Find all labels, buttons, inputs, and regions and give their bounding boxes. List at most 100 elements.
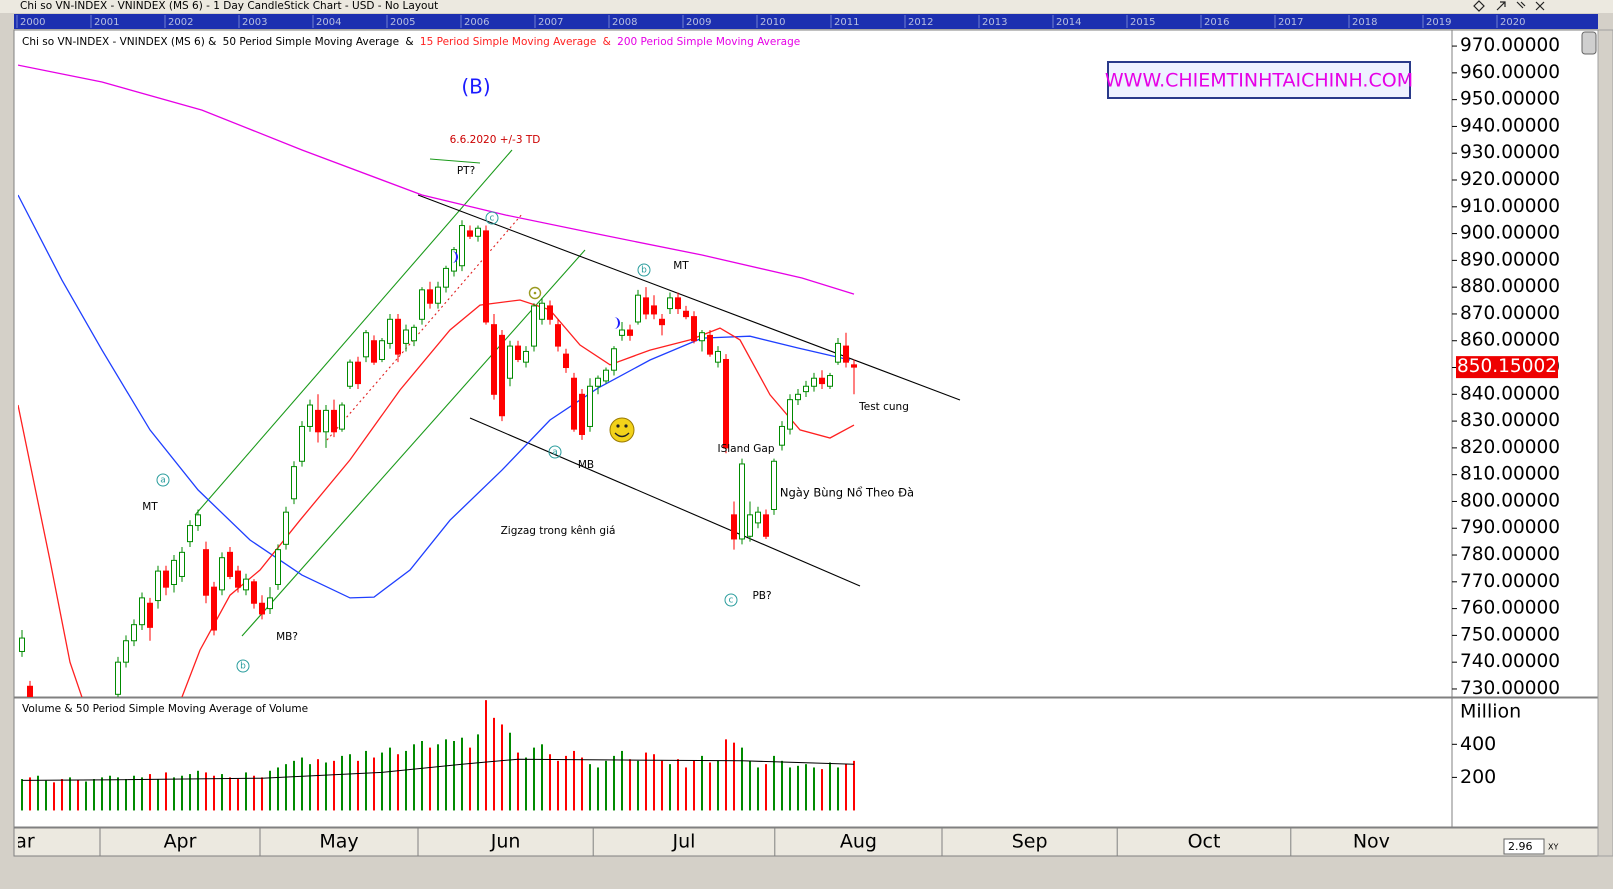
volume-bar bbox=[77, 779, 79, 811]
timeline-year: 2015 bbox=[1130, 17, 1155, 28]
window-icons[interactable] bbox=[1473, 0, 1545, 12]
candle-body bbox=[635, 294, 641, 323]
candle-body bbox=[835, 342, 841, 363]
timeline-year: 2020 bbox=[1500, 17, 1525, 28]
timeline-year: 2000 bbox=[20, 17, 45, 28]
y-tick-label: 770.00000 bbox=[1460, 571, 1560, 592]
volume-bar bbox=[213, 775, 215, 811]
candle-body bbox=[219, 557, 225, 591]
candle-body bbox=[531, 305, 537, 347]
x-tick-label: ar bbox=[15, 831, 35, 853]
candle-body bbox=[395, 318, 401, 355]
smiley-eye bbox=[616, 424, 620, 428]
icon-close[interactable] bbox=[1535, 1, 1545, 11]
x-tick-label: Sep bbox=[1012, 831, 1048, 853]
volume-bar bbox=[181, 775, 183, 811]
volume-bar bbox=[261, 777, 263, 811]
annotation: Test cung bbox=[858, 401, 909, 413]
zoom-box[interactable] bbox=[1503, 838, 1545, 855]
volume-bar bbox=[173, 777, 175, 811]
candle-body bbox=[123, 640, 129, 663]
volume-bar bbox=[565, 755, 567, 811]
volume-bar bbox=[453, 741, 455, 811]
smiley-mouth bbox=[614, 432, 630, 438]
volume-bar bbox=[365, 750, 367, 811]
timeline-year: 2016 bbox=[1204, 17, 1229, 28]
candle-body bbox=[763, 514, 769, 537]
candle-body bbox=[795, 393, 801, 401]
icon-pin[interactable] bbox=[1516, 1, 1526, 9]
timeline-year: 2007 bbox=[538, 17, 563, 28]
wave-circle bbox=[724, 593, 738, 607]
icon-arrow[interactable] bbox=[1496, 1, 1506, 11]
timeline-year: 2006 bbox=[464, 17, 489, 28]
volume-bar bbox=[797, 765, 799, 811]
volume-bar bbox=[429, 747, 431, 811]
candle-body bbox=[195, 514, 201, 527]
moon-symbol bbox=[614, 317, 620, 329]
candle-body bbox=[419, 289, 425, 320]
volume-bar bbox=[597, 767, 599, 811]
volume-y-tick-label: 200 bbox=[1460, 766, 1496, 788]
volume-bar bbox=[829, 762, 831, 811]
y-tick-label: 760.00000 bbox=[1460, 598, 1560, 619]
volume-bar bbox=[765, 764, 767, 811]
candle-body bbox=[843, 345, 849, 363]
legend-prefix: Chi so VN-INDEX - VNINDEX (MS 6) & bbox=[22, 36, 216, 48]
volume-bar bbox=[557, 760, 559, 811]
candle-body bbox=[619, 329, 625, 336]
candle-body bbox=[827, 375, 833, 387]
candle-body bbox=[291, 466, 297, 500]
volume-bar bbox=[725, 739, 727, 811]
legend-entry: 200 Period Simple Moving Average bbox=[617, 36, 800, 48]
y-tick-label: 930.00000 bbox=[1460, 142, 1560, 163]
candle-body bbox=[611, 348, 617, 371]
candle-body bbox=[579, 393, 585, 435]
candle-body bbox=[435, 286, 441, 304]
volume-bar bbox=[373, 757, 375, 811]
sun-symbol bbox=[528, 286, 542, 300]
trend-line bbox=[241, 249, 586, 637]
sun-dot bbox=[533, 291, 537, 295]
timeline-year: 2018 bbox=[1352, 17, 1377, 28]
lock-icon[interactable] bbox=[1581, 31, 1597, 55]
volume-bar bbox=[117, 777, 119, 811]
candle-body bbox=[747, 514, 753, 537]
candle-body bbox=[403, 329, 409, 344]
candle-body bbox=[259, 602, 265, 615]
volume-bar bbox=[845, 764, 847, 811]
volume-bar bbox=[741, 747, 743, 811]
timeline-year: 2012 bbox=[908, 17, 933, 28]
volume-bar bbox=[437, 744, 439, 811]
candle-body bbox=[755, 511, 761, 524]
volume-bar bbox=[733, 742, 735, 811]
volume-bar bbox=[749, 760, 751, 811]
volume-average bbox=[21, 758, 855, 781]
timeline-year: 2003 bbox=[242, 17, 267, 28]
title-bar bbox=[0, 0, 1613, 13]
scrollbar[interactable] bbox=[1597, 29, 1613, 857]
candle-body bbox=[499, 334, 505, 417]
volume-bar bbox=[541, 744, 543, 811]
timeline-year: 2010 bbox=[760, 17, 785, 28]
annotation: MT bbox=[142, 501, 158, 513]
volume-bar bbox=[245, 772, 247, 811]
volume-bar bbox=[381, 752, 383, 811]
volume-bar bbox=[101, 777, 103, 811]
timeline-year: 2008 bbox=[612, 17, 637, 28]
timeline-year: 2004 bbox=[316, 17, 341, 28]
y-tick-label: 800.00000 bbox=[1460, 490, 1560, 511]
icon-diamond[interactable] bbox=[1473, 0, 1485, 12]
candle-body bbox=[715, 350, 721, 363]
website: WWW.CHIEMTINHTAICHINH.COM bbox=[1105, 70, 1413, 92]
volume-bar bbox=[133, 775, 135, 811]
candle-body bbox=[411, 326, 417, 342]
volume-bar bbox=[333, 760, 335, 811]
candle-body bbox=[323, 409, 329, 433]
candle-body bbox=[19, 637, 25, 652]
volume-bar bbox=[413, 744, 415, 811]
volume-bar bbox=[317, 759, 319, 811]
volume-bar bbox=[197, 770, 199, 811]
